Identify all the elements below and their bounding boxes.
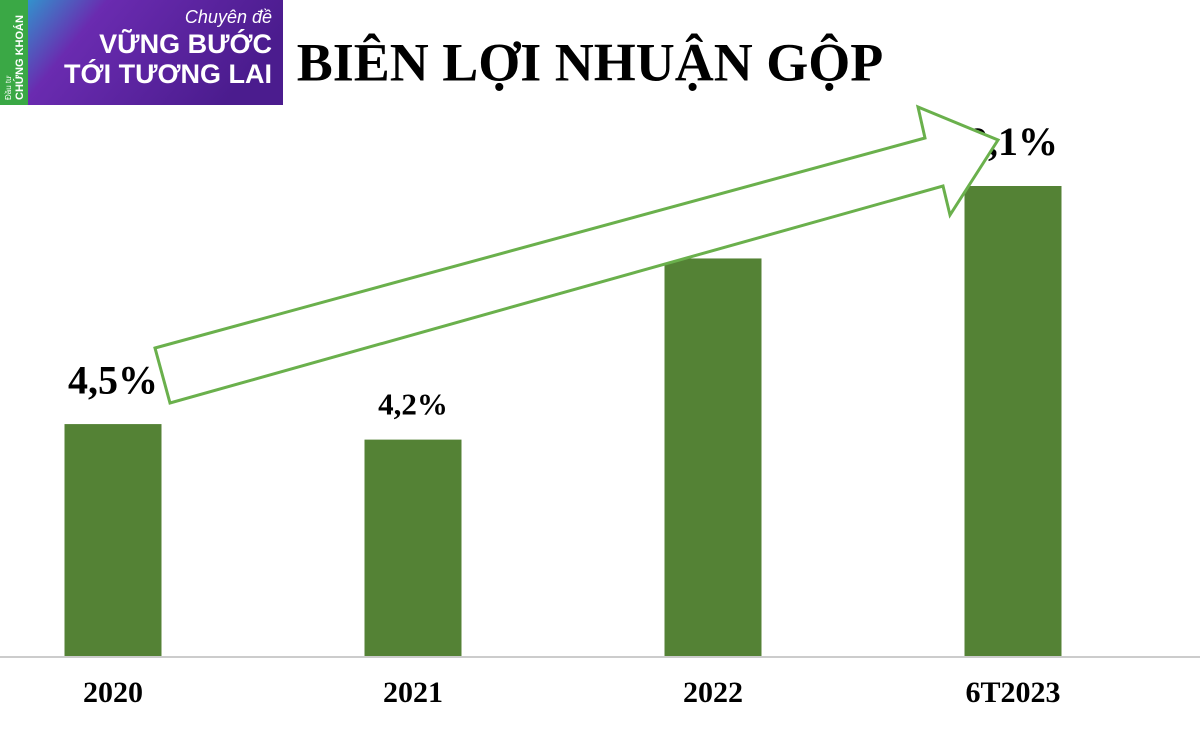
banner-bg: [0, 0, 283, 105]
x-tick-label: 2022: [683, 676, 743, 709]
brand-bottom: CHỨNG KHOÁN: [13, 15, 26, 100]
bar: [664, 258, 762, 657]
banner-line2: TỚI TƯƠNG LAI: [64, 58, 272, 89]
banner-line1: VỮNG BƯỚC: [99, 28, 272, 59]
x-tick-label: 2021: [383, 676, 443, 709]
banner-kicker: Chuyên đề: [185, 7, 272, 27]
brand-top: Đầu tư: [4, 75, 13, 100]
bar: [364, 439, 462, 657]
x-tick-label: 2020: [83, 676, 143, 709]
bar: [964, 186, 1062, 657]
banner: Chuyên đề VỮNG BƯỚC TỚI TƯƠNG LAI Đầu tư…: [0, 0, 283, 105]
chart-title: BIÊN LỢI NHUẬN GỘP: [297, 32, 884, 92]
brand-strip: [0, 0, 28, 105]
trend-arrow: [153, 104, 1001, 405]
x-tick-label: 6T2023: [965, 676, 1060, 709]
value-label: 4,2%: [378, 387, 448, 422]
bar: [64, 424, 162, 657]
value-label: 4,5%: [68, 357, 158, 402]
